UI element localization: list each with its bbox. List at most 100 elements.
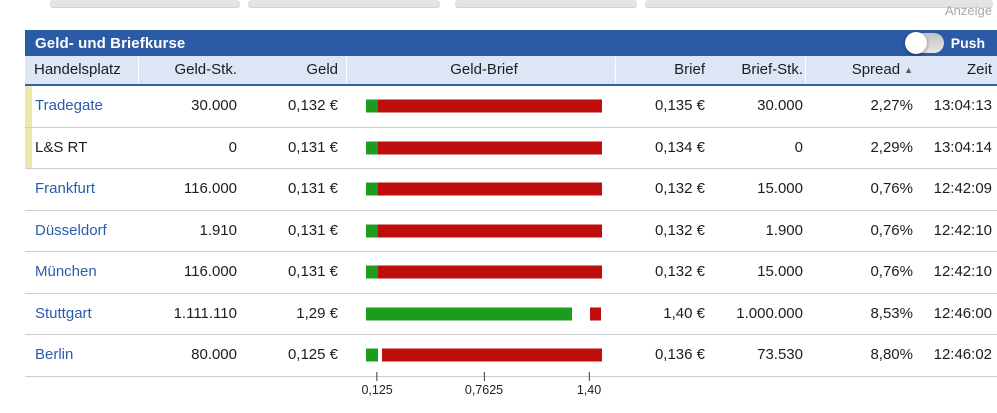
bar-green	[366, 99, 379, 113]
venue-link[interactable]: Stuttgart	[35, 304, 92, 322]
sort-asc-icon: ▲	[904, 65, 913, 75]
row-marker	[25, 86, 32, 127]
cell-geld-stk: 116.000	[183, 180, 237, 197]
bar-green	[366, 182, 379, 196]
cell-geld: 0,131 €	[287, 263, 338, 280]
col-brief-stk: Brief-Stk.	[741, 61, 803, 78]
cell-zeit: 12:46:02	[933, 346, 992, 363]
cell-geld-stk: 116.000	[183, 263, 237, 280]
table-row: Stuttgart 1.111.110 1,29 € 1,40 € 1.000.…	[25, 293, 997, 335]
spread-bar	[366, 182, 602, 196]
bar-green	[366, 307, 573, 321]
axis-tick-label: 0,125	[361, 383, 393, 397]
cell-brief-stk: 30.000	[757, 97, 803, 114]
cell-spread: 2,29%	[870, 138, 913, 156]
venue-link[interactable]: Tradegate	[35, 97, 103, 114]
cell-spread: 8,53%	[870, 304, 913, 322]
panel-title-bar: Geld- und Briefkurse Push	[25, 30, 997, 56]
cell-geld-stk: 1.910	[199, 221, 237, 239]
spread-bar	[366, 224, 602, 238]
cell-geld: 0,131 €	[287, 180, 338, 197]
tab-stub[interactable]	[645, 0, 993, 8]
venue-link[interactable]: L&S RT	[35, 138, 88, 156]
bar-red	[378, 141, 602, 155]
cell-geld-stk: 30.000	[191, 97, 237, 114]
venue-link[interactable]: Berlin	[35, 346, 74, 363]
spread-bar	[366, 141, 602, 155]
cell-geld: 1,29 €	[296, 304, 338, 322]
cell-zeit: 12:46:00	[933, 304, 992, 322]
push-toggle[interactable]	[904, 32, 944, 54]
col-geld-stk: Geld-Stk.	[174, 61, 237, 78]
axis-tickmark	[588, 372, 590, 381]
bar-red	[378, 265, 602, 279]
axis-tickmark	[376, 372, 378, 381]
cell-brief: 1,40 €	[663, 304, 705, 322]
cell-brief: 0,134 €	[654, 138, 705, 156]
venue-link[interactable]: Düsseldorf	[35, 221, 107, 239]
cell-brief-stk: 15.000	[757, 180, 803, 197]
col-geld: Geld	[306, 61, 338, 78]
col-geld-brief: Geld-Brief	[450, 61, 518, 78]
cell-spread: 0,76%	[870, 180, 913, 197]
cell-zeit: 12:42:10	[933, 221, 992, 239]
col-brief: Brief	[674, 61, 705, 78]
panel-title: Geld- und Briefkurse	[35, 34, 186, 52]
cell-zeit: 12:42:10	[933, 263, 992, 280]
header-separator	[615, 57, 616, 83]
venue-link[interactable]: Frankfurt	[35, 180, 96, 197]
table-header: Handelsplatz Geld-Stk. Geld Geld-Brief B…	[25, 56, 997, 86]
bar-red	[378, 224, 602, 238]
cell-spread: 0,76%	[870, 221, 913, 239]
axis-tick: 0,7625	[465, 372, 503, 397]
table-rows: Tradegate 30.000 0,132 € 0,135 € 30.000 …	[25, 86, 997, 377]
bar-red	[590, 307, 602, 321]
bar-red	[382, 348, 602, 362]
cell-brief: 0,135 €	[654, 97, 705, 114]
cell-brief: 0,132 €	[654, 263, 705, 280]
push-toggle-label: Push	[950, 35, 985, 51]
cell-brief-stk: 73.530	[757, 346, 803, 363]
header-separator	[805, 57, 806, 83]
row-marker	[25, 127, 32, 168]
bar-red	[378, 182, 602, 196]
bar-green	[366, 224, 379, 238]
push-toggle-knob[interactable]	[904, 32, 927, 54]
cell-geld: 0,131 €	[287, 138, 338, 156]
cell-geld: 0,125 €	[287, 346, 338, 363]
cell-geld: 0,132 €	[287, 97, 338, 114]
axis-tick-label: 0,7625	[464, 383, 504, 397]
cell-spread: 8,80%	[870, 346, 913, 363]
tab-stub[interactable]	[455, 0, 637, 8]
quotes-panel: Geld- und Briefkurse Push Handelsplatz G…	[25, 30, 997, 377]
spread-bar	[366, 265, 602, 279]
table-row: Düsseldorf 1.910 0,131 € 0,132 € 1.900 0…	[25, 210, 997, 252]
cell-spread: 0,76%	[870, 263, 913, 280]
cell-zeit: 13:04:14	[933, 138, 992, 156]
col-spread-label: Spread	[851, 61, 901, 78]
tab-stub[interactable]	[50, 0, 240, 8]
table-row: Frankfurt 116.000 0,131 € 0,132 € 15.000…	[25, 169, 997, 211]
cell-zeit: 12:42:09	[933, 180, 992, 197]
cell-brief-stk: 0	[794, 138, 803, 156]
cell-brief: 0,132 €	[654, 180, 705, 197]
cell-geld-stk: 80.000	[191, 346, 237, 363]
bar-green	[366, 348, 379, 362]
col-spread-sort[interactable]: Spread ▲	[852, 56, 913, 84]
col-zeit: Zeit	[966, 61, 992, 78]
cell-brief-stk: 1.000.000	[736, 304, 803, 322]
tab-stub[interactable]	[248, 0, 440, 8]
spread-bar	[366, 307, 602, 321]
cell-zeit: 13:04:13	[933, 97, 992, 114]
venue-link[interactable]: München	[35, 263, 97, 280]
axis-tickmark	[483, 372, 485, 381]
header-separator	[138, 57, 139, 83]
axis-tick: 0,125	[361, 372, 393, 397]
table-row: München 116.000 0,131 € 0,132 € 15.000 0…	[25, 252, 997, 294]
spread-bar	[366, 348, 602, 362]
table-row: L&S RT 0 0,131 € 0,134 € 0 2,29% 13:04:1…	[25, 127, 997, 169]
table-row: Tradegate 30.000 0,132 € 0,135 € 30.000 …	[25, 86, 997, 128]
spread-bar	[366, 99, 602, 113]
cell-brief-stk: 15.000	[757, 263, 803, 280]
push-toggle-wrap: Push	[904, 30, 985, 56]
